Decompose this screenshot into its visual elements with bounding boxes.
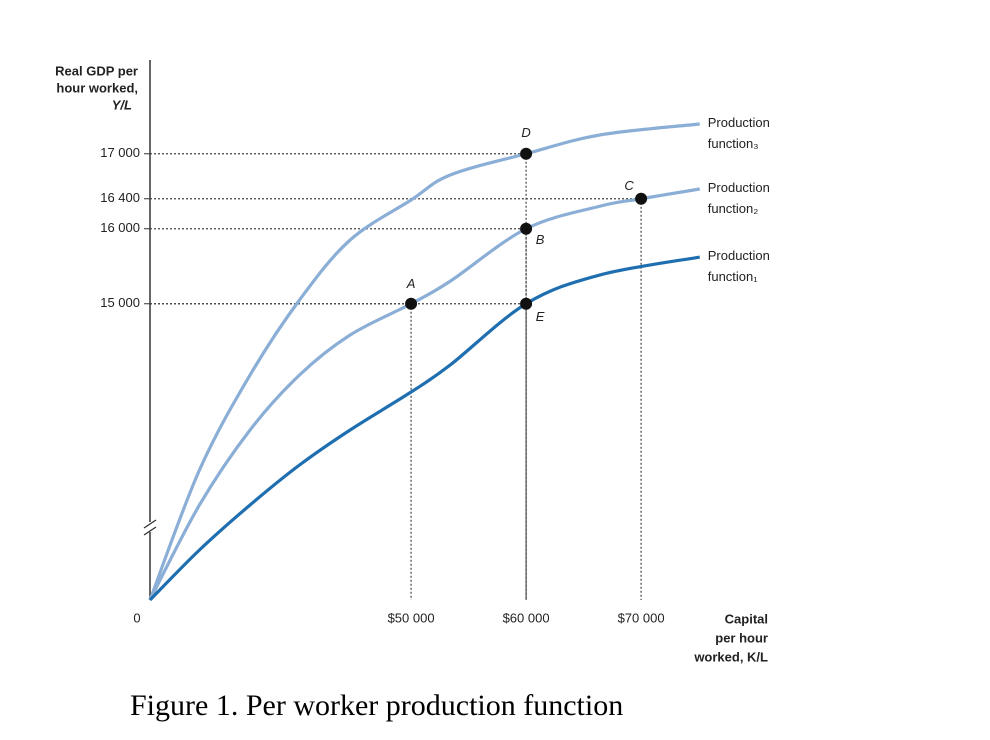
production-curve [148, 255, 701, 602]
x-tick-label: $60 000 [503, 610, 550, 625]
axis-break [143, 526, 157, 536]
y-axis-label: Real GDP per [55, 63, 138, 78]
x-axis-label: per hour [715, 630, 768, 645]
x-tick-label: $50 000 [388, 610, 435, 625]
axis-break [143, 519, 157, 529]
point-label: E [536, 309, 545, 324]
x-tick-label: $70 000 [618, 610, 665, 625]
point-label: D [521, 125, 530, 140]
point [520, 297, 533, 310]
point [405, 297, 418, 310]
curve-label: Production function₃ [708, 115, 770, 151]
point-label: B [536, 232, 545, 247]
point [520, 222, 533, 235]
origin-label: 0 [133, 610, 140, 625]
y-tick-label: 16 400 [100, 190, 140, 205]
y-tick-label: 15 000 [100, 295, 140, 310]
x-axis-label: Capital [725, 611, 768, 626]
production-curve [148, 122, 700, 601]
point [635, 192, 648, 205]
caption: Figure 1. Per worker production function [130, 689, 623, 722]
point [520, 147, 533, 160]
curve-label: Production function₂ [708, 180, 770, 216]
y-axis-label: hour worked, [56, 80, 138, 95]
y-tick-label: 17 000 [100, 145, 140, 160]
y-axis-label: Y/L [112, 97, 132, 112]
y-tick-label: 16 000 [100, 220, 140, 235]
curve-label: Production function₁ [708, 248, 770, 284]
production-curve [148, 187, 701, 601]
point-label: C [624, 178, 634, 193]
point-label: A [406, 276, 416, 291]
axis-break-gap [144, 522, 156, 532]
x-axis-label: worked, K/L [693, 649, 768, 664]
